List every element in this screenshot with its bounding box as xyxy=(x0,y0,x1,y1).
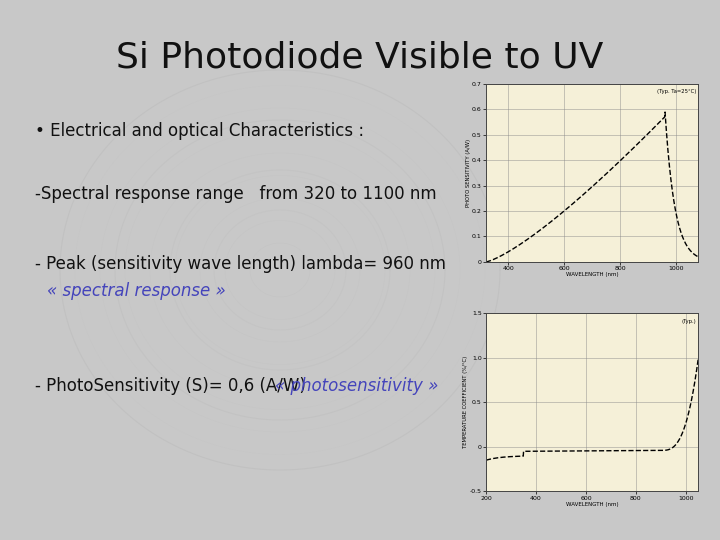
Text: (Typ. Ta=25°C): (Typ. Ta=25°C) xyxy=(657,89,696,94)
Text: - Peak (sensitivity wave length) lambda= 960 nm: - Peak (sensitivity wave length) lambda=… xyxy=(35,255,446,273)
Text: -Spectral response range   from 320 to 1100 nm: -Spectral response range from 320 to 110… xyxy=(35,185,436,203)
Text: Si Photodiode Visible to UV: Si Photodiode Visible to UV xyxy=(117,40,603,74)
Text: (Typ.): (Typ.) xyxy=(682,319,696,323)
Y-axis label: PHOTO SENSITIVITY (A/W): PHOTO SENSITIVITY (A/W) xyxy=(466,139,471,207)
Text: - PhotoSensitivity (S)= 0,6 (A/W): - PhotoSensitivity (S)= 0,6 (A/W) xyxy=(35,377,316,395)
Text: • Electrical and optical Characteristics :: • Electrical and optical Characteristics… xyxy=(35,122,364,140)
Y-axis label: TEMPERATURE COEFFICIENT (%/°C): TEMPERATURE COEFFICIENT (%/°C) xyxy=(464,356,469,448)
X-axis label: WAVELENGTH (nm): WAVELENGTH (nm) xyxy=(566,273,618,278)
X-axis label: WAVELENGTH (nm): WAVELENGTH (nm) xyxy=(566,502,618,507)
Text: « photosensitivity »: « photosensitivity » xyxy=(275,377,438,395)
Text: « spectral response »: « spectral response » xyxy=(47,282,226,300)
